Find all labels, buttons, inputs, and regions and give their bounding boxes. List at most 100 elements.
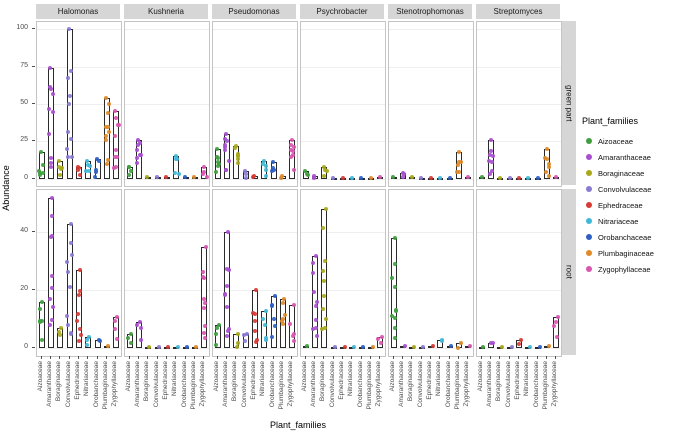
data-point [456,162,461,167]
data-point [105,125,110,130]
facet-strip-col: Streptomyces [476,4,560,19]
data-point [115,154,120,159]
data-point [241,333,246,338]
data-point [128,331,133,336]
x-tick-label: Plumbaginaceae [190,361,197,410]
legend-color-dot [585,138,592,144]
x-tick-label: Plumbaginaceae [542,361,549,410]
data-point [37,307,42,312]
gridline [125,232,209,234]
data-point [488,149,493,154]
gridline [213,104,297,105]
facet-strip-row: green part [562,21,576,185]
facet-panel [300,21,386,187]
data-point [38,149,43,154]
y-tick-label: 20 [20,285,28,293]
data-point [481,345,486,349]
data-point [342,345,347,349]
facet-strip-col: Halomonas [36,4,120,19]
data-point [291,331,296,336]
x-tick-label: Ephedraceae [426,361,433,400]
data-point [273,324,278,329]
legend-item-label: Ephedraceae [598,200,643,210]
data-point [65,270,70,275]
data-point [225,138,230,143]
data-point [270,168,275,173]
data-point [516,341,521,346]
gridline [389,66,473,68]
x-tick-label: Orobanchaceae [268,361,276,408]
data-point [311,261,316,266]
data-point [65,129,70,134]
data-point [509,345,514,349]
legend-key [582,151,595,164]
x-tick-label: Orobanchaceae [444,361,452,408]
data-point [291,149,296,154]
data-point [488,137,493,142]
data-point [321,174,326,179]
x-tick-mark [499,356,501,359]
x-tick-mark [78,356,79,359]
x-tick-label: Zygophyllaceae [551,361,559,407]
bar [553,316,560,349]
data-point [252,312,257,317]
data-point [479,175,484,180]
data-point [291,338,296,343]
legend-item: Plumbaginaceae [582,245,682,261]
gridline [213,29,297,31]
gridline [125,141,209,143]
data-point [288,154,293,159]
data-point [244,331,249,336]
data-point [57,158,62,163]
x-tick-label: Zygophyllaceae [463,361,471,407]
data-point [269,302,274,307]
data-point [226,230,231,235]
data-point [40,300,45,305]
data-point [224,266,229,271]
data-point [202,306,207,311]
data-point [65,147,70,152]
data-point [39,318,44,323]
gridline [301,141,385,143]
facet-panel [124,189,210,357]
x-tick-mark [40,356,42,359]
facet-strip-col-label: Streptomyces [493,7,543,16]
legend-title: Plant_families [582,116,639,126]
gridline [37,66,121,68]
legend-key [582,231,595,244]
data-point [215,164,220,169]
gridline [389,232,473,234]
data-point [69,241,74,246]
y-tick-mark [32,28,35,30]
x-tick-mark [50,356,51,359]
data-point [315,334,320,339]
data-point [252,329,257,334]
y-tick-mark [32,140,35,142]
data-point [78,332,83,337]
data-point [376,337,381,342]
data-point [227,326,232,331]
x-tick-mark [467,356,469,359]
data-point [400,174,405,179]
y-tick-label: 40 [20,227,28,235]
data-point [134,161,139,166]
data-point [134,147,139,152]
data-point [56,165,61,170]
legend-key [582,183,595,196]
data-point [278,175,283,180]
facet-strip-col-label: Pseudomonas [228,7,280,16]
y-axis-title: Abundance [1,165,11,211]
data-point [204,175,209,180]
x-tick-mark [68,356,70,359]
data-point [333,345,338,349]
x-tick-label: Convolvulaceae [152,361,160,408]
data-point [76,339,81,344]
data-point [402,343,407,348]
data-point [147,345,152,349]
data-point [264,163,269,168]
data-point [57,333,62,338]
x-tick-label: Convolvulaceae [240,361,248,408]
x-tick-mark [272,356,274,359]
data-point [271,160,276,165]
data-point [457,169,462,174]
